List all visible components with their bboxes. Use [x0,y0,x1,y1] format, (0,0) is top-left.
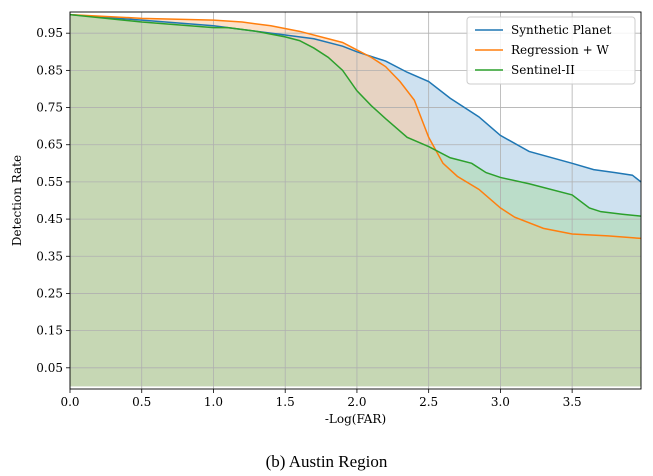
x-axis-label: -Log(FAR) [325,412,386,426]
series-lines [69,13,642,240]
legend-box [466,16,636,85]
y-tick-label: 0.45 [36,212,63,226]
legend-label-2: Sentinel-II [511,63,575,77]
figure-caption: (b) Austin Region [265,452,388,471]
x-tick-label: 1.0 [204,395,223,409]
series-line-2 [69,13,642,217]
x-tick-label: 0.0 [60,395,79,409]
y-axis-label: Detection Rate [10,155,24,246]
x-tick-label: 2.0 [347,395,366,409]
x-tick-label: 3.5 [563,395,582,409]
y-tick-label: 0.75 [36,101,63,115]
y-axis-ticks: 0.05 0.15 0.25 0.35 0.45 0.55 0.65 0.75 0.85 0.95 [36,26,70,375]
y-tick-label: 0.95 [36,26,63,40]
y-tick-label: 0.55 [36,175,63,189]
x-tick-label: 3.0 [491,395,510,409]
x-tick-label: 1.5 [276,395,295,409]
x-tick-label: 2.5 [419,395,438,409]
x-axis-ticks: 0.0 0.5 1.0 1.5 2.0 2.5 3.0 3.5 [60,389,582,409]
chart: 0.0 0.5 1.0 1.5 2.0 2.5 3.0 3.5 0.05 0.15 0.25 0.3… [10,11,642,426]
plot-frame [69,11,642,390]
y-tick-label: 0.05 [36,361,63,375]
series-line-0 [69,13,642,183]
legend-label-1: Regression + W [511,43,609,57]
y-tick-label: 0.25 [36,286,63,300]
y-tick-label: 0.35 [36,249,63,263]
y-tick-label: 0.65 [36,138,63,152]
series-line-1 [69,13,642,240]
y-tick-label: 0.15 [36,324,63,338]
legend-label-0: Synthetic Planet [511,23,611,37]
legend: Synthetic Planet Regression + W Sentinel-I… [466,16,636,85]
y-tick-label: 0.85 [36,63,63,77]
x-tick-label: 0.5 [132,395,151,409]
